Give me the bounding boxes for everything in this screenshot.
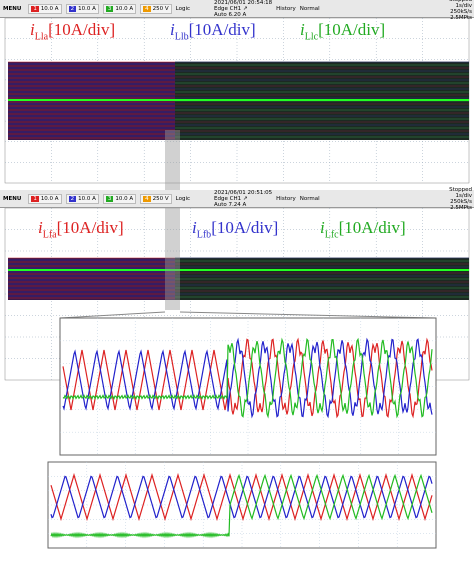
label-scale: [10A/div] (188, 20, 256, 39)
channel-setting: 4 250 V (140, 3, 172, 14)
channel-setting: 2 10.0 A (65, 193, 99, 204)
label-subscript: Lla (34, 31, 49, 43)
menu-button: MENU (3, 5, 22, 12)
channel-number: 4 (143, 5, 151, 12)
timebase: 1s/div (455, 2, 473, 9)
channel-scale: 10.0 A (115, 195, 134, 202)
acq-mode: Normal (300, 6, 320, 12)
label-symbol: i (38, 218, 43, 237)
channel-setting: 3 10.0 A (102, 193, 137, 204)
label-scale: [10A/div] (56, 218, 124, 237)
channel-setting: 1 10.0 A (28, 193, 62, 204)
channel-label: iLfa[10A/div] (38, 218, 124, 240)
trigger-level: Auto 7.24 A (214, 201, 247, 208)
channel-scale: 10.0 A (40, 5, 59, 12)
zoom-highlight (165, 130, 180, 310)
label-subscript: Lfc (324, 229, 339, 241)
signal-band (8, 258, 175, 300)
mode: Normal (299, 5, 320, 12)
timebase: 1s/div (455, 192, 473, 199)
channel-label: iLlb[10A/div] (170, 20, 256, 42)
trigger-info: 2021/06/01 20:54:18 Edge CH1 ↗ Auto 6.20 A (214, 0, 272, 18)
channel-label: iLfb[10A/div] (192, 218, 278, 240)
channel-scale: 250 V (152, 5, 169, 12)
channel-number: 1 (31, 5, 39, 12)
logic-button: Logic (175, 5, 191, 12)
trigger-level: Auto 6.20 A (214, 11, 247, 18)
acq-mode: Normal (300, 196, 320, 202)
label-subscript: Lfb (196, 229, 212, 241)
timestamp: 2021/06/01 20:51:05 (214, 189, 273, 196)
channel-scale: 10.0 A (78, 5, 96, 12)
trigger-info: 2021/06/01 20:51:05 Edge CH1 ↗ Auto 7.24 A (214, 190, 272, 208)
waveform (50, 475, 433, 519)
timestamp: 2021/06/01 20:54:18 (214, 0, 273, 6)
channel-label: iLlc[10A/div] (300, 20, 385, 42)
channel-number: 2 (68, 195, 77, 202)
label-symbol: i (300, 20, 305, 39)
channel-setting: 4 250 V (140, 193, 172, 204)
history-button: History (276, 5, 296, 12)
waveform (62, 337, 433, 419)
channel-scale: 250 V (152, 195, 169, 202)
label-scale: [10A/div] (338, 218, 406, 237)
channel-number: 1 (31, 195, 39, 202)
channel-scale: 10.0 A (78, 195, 96, 202)
menu-button: MENU (3, 195, 22, 202)
channel-setting: 1 10.0 A (28, 3, 62, 14)
label-symbol: i (320, 218, 325, 237)
channel-setting: 2 10.0 A (65, 3, 99, 14)
waveform (62, 337, 433, 419)
channel-label: iLfc[10A/div] (320, 218, 406, 240)
sample-rate: 250kS/s (450, 8, 472, 15)
sample-rate: 250kS/s (450, 198, 472, 205)
mode: Normal (299, 195, 320, 202)
waveform (50, 473, 433, 539)
channel-number: 4 (143, 195, 151, 202)
label-symbol: i (170, 20, 175, 39)
trigger: Edge CH1 ↗ (214, 195, 248, 202)
label-symbol: i (30, 20, 35, 39)
trigger: Edge CH1 ↗ (214, 5, 248, 12)
state: Stopped (449, 186, 472, 193)
state: Stopped (449, 0, 472, 3)
label-scale: [10A/div] (318, 20, 386, 39)
channel-number: 3 (105, 5, 114, 12)
zoom-connector (59, 311, 166, 319)
channel-setting: 3 10.0 A (102, 3, 137, 14)
label-subscript: Llc (304, 31, 319, 43)
label-subscript: Llb (174, 31, 189, 43)
channel-number: 2 (68, 5, 77, 12)
channel-scale: 10.0 A (115, 5, 134, 12)
channel-label: iLla[10A/div] (30, 20, 115, 42)
points: 2.5MPts (450, 14, 472, 21)
label-scale: [10A/div] (48, 20, 116, 39)
logic-button: Logic (175, 195, 191, 202)
channel-number: 3 (105, 195, 114, 202)
toolbar: MENU 1 10.0 A 2 10.0 A 3 10.0 A 4 250 V Logic 2021… (0, 0, 474, 21)
zoom-connector (179, 311, 437, 319)
channel-scale: 10.0 A (40, 195, 59, 202)
label-scale: [10A/div] (211, 218, 279, 237)
label-subscript: Lfa (42, 229, 57, 241)
history-button: History (276, 195, 296, 202)
toolbar: MENU 1 10.0 A 2 10.0 A 3 10.0 A 4 250 V Logic 2021… (0, 187, 474, 211)
points: 2.5MPts (450, 204, 472, 211)
label-symbol: i (192, 218, 197, 237)
